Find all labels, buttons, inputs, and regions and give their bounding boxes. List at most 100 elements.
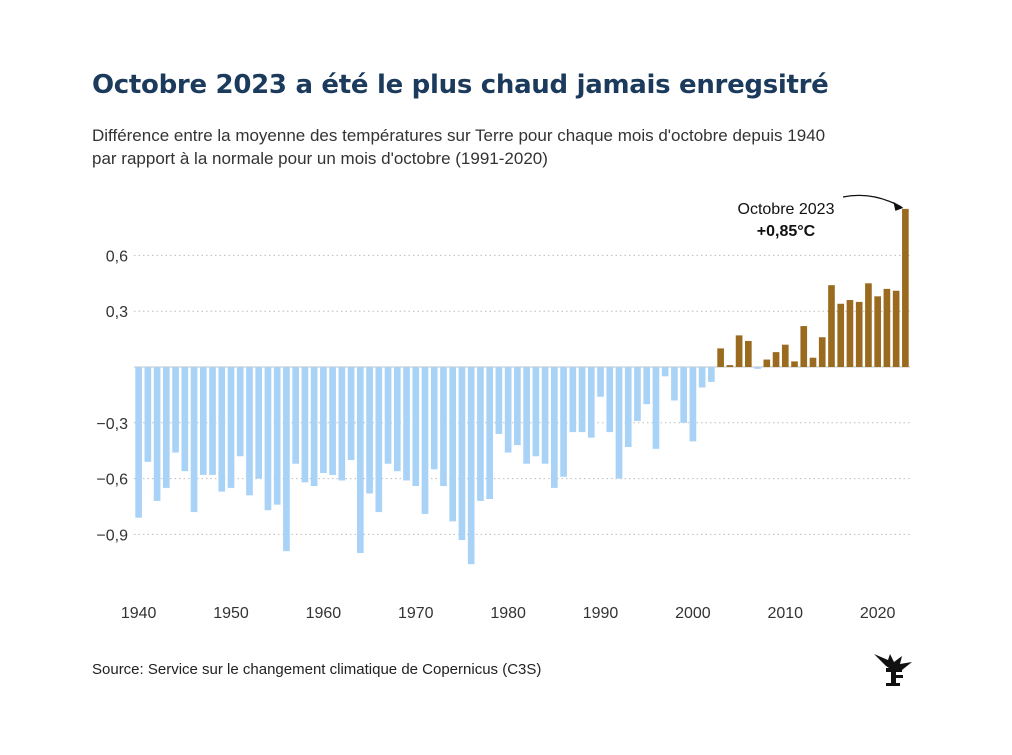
bar-2022 — [892, 290, 900, 367]
bar-1950 — [227, 367, 235, 488]
bar-1955 — [273, 367, 281, 505]
bar-2013 — [809, 357, 817, 367]
bar-2012 — [800, 326, 808, 367]
bar-1996 — [652, 367, 660, 449]
bar-1966 — [375, 367, 383, 513]
bar-1976 — [467, 367, 475, 565]
bar-2006 — [745, 340, 752, 367]
x-tick-label: 2000 — [675, 605, 711, 622]
bar-1994 — [634, 367, 641, 421]
bar-1988 — [578, 367, 586, 433]
bar-1943 — [163, 367, 170, 488]
bar-1947 — [199, 367, 207, 475]
y-tick-label: −0,9 — [96, 527, 128, 544]
bar-1983 — [532, 367, 540, 457]
x-tick-label: 2020 — [860, 605, 896, 622]
bar-1978 — [486, 367, 493, 500]
y-axis-ticks: 0,6 0,3 −0,3 −0,6 −0,9 — [96, 248, 128, 544]
x-tick-label: 1940 — [121, 605, 157, 622]
bar-1968 — [393, 367, 401, 472]
bar-2017 — [846, 300, 854, 367]
bar-1959 — [310, 367, 318, 487]
bar-2002 — [708, 367, 715, 382]
bar-1972 — [430, 367, 438, 470]
x-tick-label: 1990 — [583, 605, 619, 622]
bar-2020 — [874, 296, 881, 367]
source-note: Source: Service sur le changement climat… — [92, 661, 542, 678]
bar-2003 — [717, 348, 724, 367]
bar-2008 — [763, 359, 771, 367]
y-tick-label: 0,3 — [106, 304, 128, 321]
bar-1975 — [458, 367, 466, 540]
bar-1945 — [181, 367, 189, 472]
bar-2023 — [902, 208, 909, 367]
bar-1949 — [218, 367, 226, 492]
x-tick-label: 1960 — [306, 605, 342, 622]
bar-2000 — [689, 367, 697, 442]
x-axis-ticks: 1940 1950 1960 1970 1980 1990 2000 2010 2020 — [121, 605, 896, 622]
bar-1965 — [366, 367, 373, 494]
bar-1942 — [153, 367, 161, 501]
bar-1974 — [449, 367, 457, 522]
annotation-arrowhead-icon — [893, 201, 904, 211]
bar-1964 — [357, 367, 364, 553]
annotation-label: Octobre 2023 — [738, 201, 835, 218]
bar-1979 — [495, 367, 503, 434]
bar-1961 — [329, 367, 336, 475]
x-tick-label: 2010 — [767, 605, 803, 622]
bar-2015 — [828, 285, 835, 367]
bar-1957 — [292, 367, 299, 464]
bar-1984 — [541, 367, 549, 464]
bar-1948 — [209, 367, 216, 475]
bar-2001 — [698, 367, 706, 388]
bar-2018 — [855, 301, 863, 367]
bar-1993 — [624, 367, 632, 447]
bar-2010 — [781, 344, 789, 367]
bar-1999 — [680, 367, 687, 423]
bar-2007 — [754, 367, 761, 369]
bar-2016 — [837, 303, 845, 367]
bar-1981 — [514, 367, 521, 446]
subtitle-line-2: par rapport à la normale pour un mois d'… — [92, 149, 548, 168]
bar-1992 — [615, 367, 623, 479]
bar-1953 — [255, 367, 263, 479]
chart-subtitle: Différence entre la moyenne des températ… — [92, 124, 952, 170]
bar-1946 — [190, 367, 198, 513]
subtitle-line-1: Différence entre la moyenne des températ… — [92, 126, 826, 145]
bar-1954 — [264, 367, 272, 511]
x-tick-label: 1980 — [490, 605, 526, 622]
le-figaro-logo-icon — [874, 654, 912, 686]
bar-1940 — [135, 367, 142, 518]
bar-1982 — [523, 367, 530, 464]
y-tick-label: −0,6 — [96, 472, 128, 489]
bar-2014 — [818, 337, 826, 367]
bars-group — [135, 208, 909, 565]
bar-1941 — [144, 367, 152, 462]
bar-1987 — [569, 367, 577, 433]
bar-1991 — [606, 367, 614, 433]
bar-2011 — [791, 361, 798, 367]
bar-1969 — [403, 367, 410, 481]
bar-1997 — [661, 367, 669, 377]
bar-1973 — [440, 367, 447, 487]
bar-1958 — [301, 367, 309, 483]
bar-2005 — [735, 335, 743, 367]
bar-1985 — [551, 367, 558, 488]
annotation-value: +0,85°C — [757, 223, 816, 240]
y-tick-label: −0,3 — [96, 416, 128, 433]
record-annotation: Octobre 2023 +0,85°C — [738, 194, 904, 240]
bar-1970 — [412, 367, 420, 487]
bar-1962 — [338, 367, 346, 481]
bar-1986 — [560, 367, 567, 477]
x-tick-label: 1970 — [398, 605, 434, 622]
bar-2009 — [772, 352, 780, 367]
bar-1977 — [477, 367, 484, 501]
chart-title: Octobre 2023 a été le plus chaud jamais … — [92, 70, 829, 100]
bar-1967 — [384, 367, 392, 464]
bar-2019 — [865, 283, 872, 367]
grid-lines — [134, 254, 910, 535]
x-tick-label: 1950 — [213, 605, 249, 622]
bar-1989 — [587, 367, 595, 438]
bar-1980 — [504, 367, 512, 453]
